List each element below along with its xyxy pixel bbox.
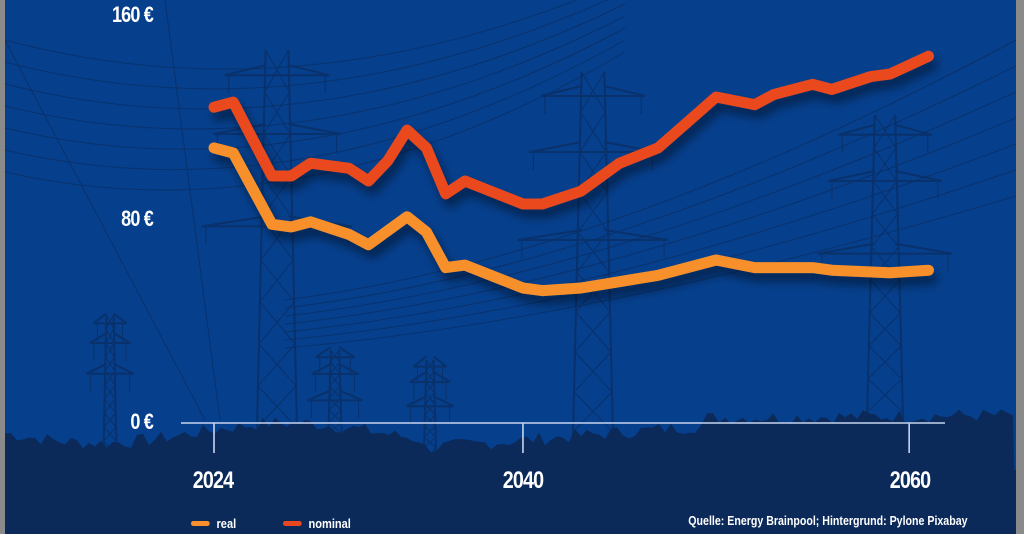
x-tick-label-2024: 2024 [192,467,234,494]
line-chart [5,0,1016,534]
legend-swatch-real [191,521,210,526]
legend-label-nominal: nominal [308,516,351,531]
y-tick-label-80: 80 € [121,206,154,231]
treeline-silhouette [5,409,1016,534]
y-tick-label-160: 160 € [111,2,154,27]
axes [181,422,945,453]
series-line-nominal [208,50,934,210]
ground-fill [5,470,1016,534]
x-tick-label-2040: 2040 [502,467,544,494]
power-cables [5,0,1016,421]
legend-item-real: real [191,516,236,531]
pylon-icon [306,346,364,471]
legend-swatch-nominal [283,521,302,526]
source-note: Quelle: Energy Brainpool; Hintergrund: P… [688,514,968,528]
x-tick-label-2060: 2060 [889,467,931,494]
series-lines [208,50,934,297]
legend-item-nominal: nominal [283,516,351,531]
chart-frame: 160 € 80 € 0 € 2024 2040 2060 real nomin… [5,0,1016,534]
y-tick-label-0: 0 € [130,409,153,434]
pylon-icon [817,114,953,446]
legend-label-real: real [216,516,237,531]
background-pylons [5,0,1016,473]
